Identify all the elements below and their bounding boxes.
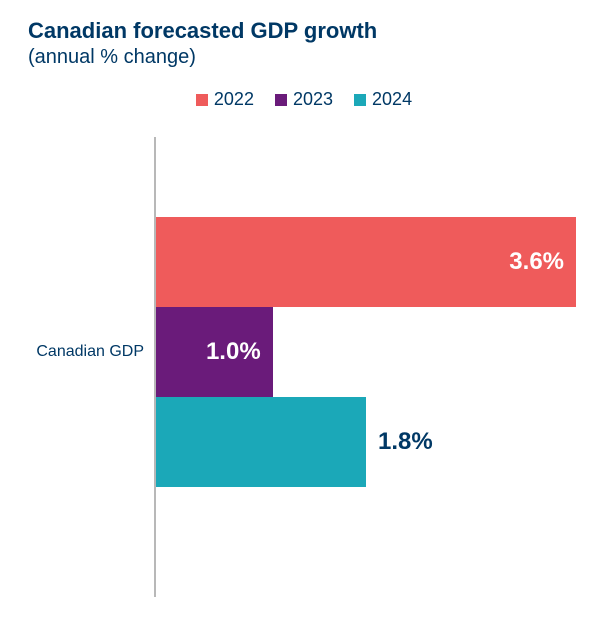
legend-swatch-2022 [196,94,208,106]
bar-2022: 3.6% [156,217,576,307]
legend-item-2024: 2024 [354,89,412,110]
legend-swatch-2024 [354,94,366,106]
legend-item-2023: 2023 [275,89,333,110]
chart-title: Canadian forecasted GDP growth [28,18,580,44]
legend-item-2022: 2022 [196,89,254,110]
bar-value-2023: 1.0% [206,338,261,366]
category-label: Canadian GDP [28,343,144,361]
legend-swatch-2023 [275,94,287,106]
legend-label-2023: 2023 [293,89,333,110]
chart-container: Canadian forecasted GDP growth (annual %… [0,0,608,615]
chart-subtitle: (annual % change) [28,46,580,69]
legend-label-2024: 2024 [372,89,412,110]
bar-value-2024: 1.8% [378,428,433,456]
bar-2023: 1.0% [156,307,273,397]
legend-label-2022: 2022 [214,89,254,110]
plot-area: Canadian GDP 3.6% 1.0% 1.8% [154,137,580,597]
legend: 2022 2023 2024 [28,89,580,111]
bar-value-2022: 3.6% [509,248,564,276]
bar-2024: 1.8% [156,397,366,487]
